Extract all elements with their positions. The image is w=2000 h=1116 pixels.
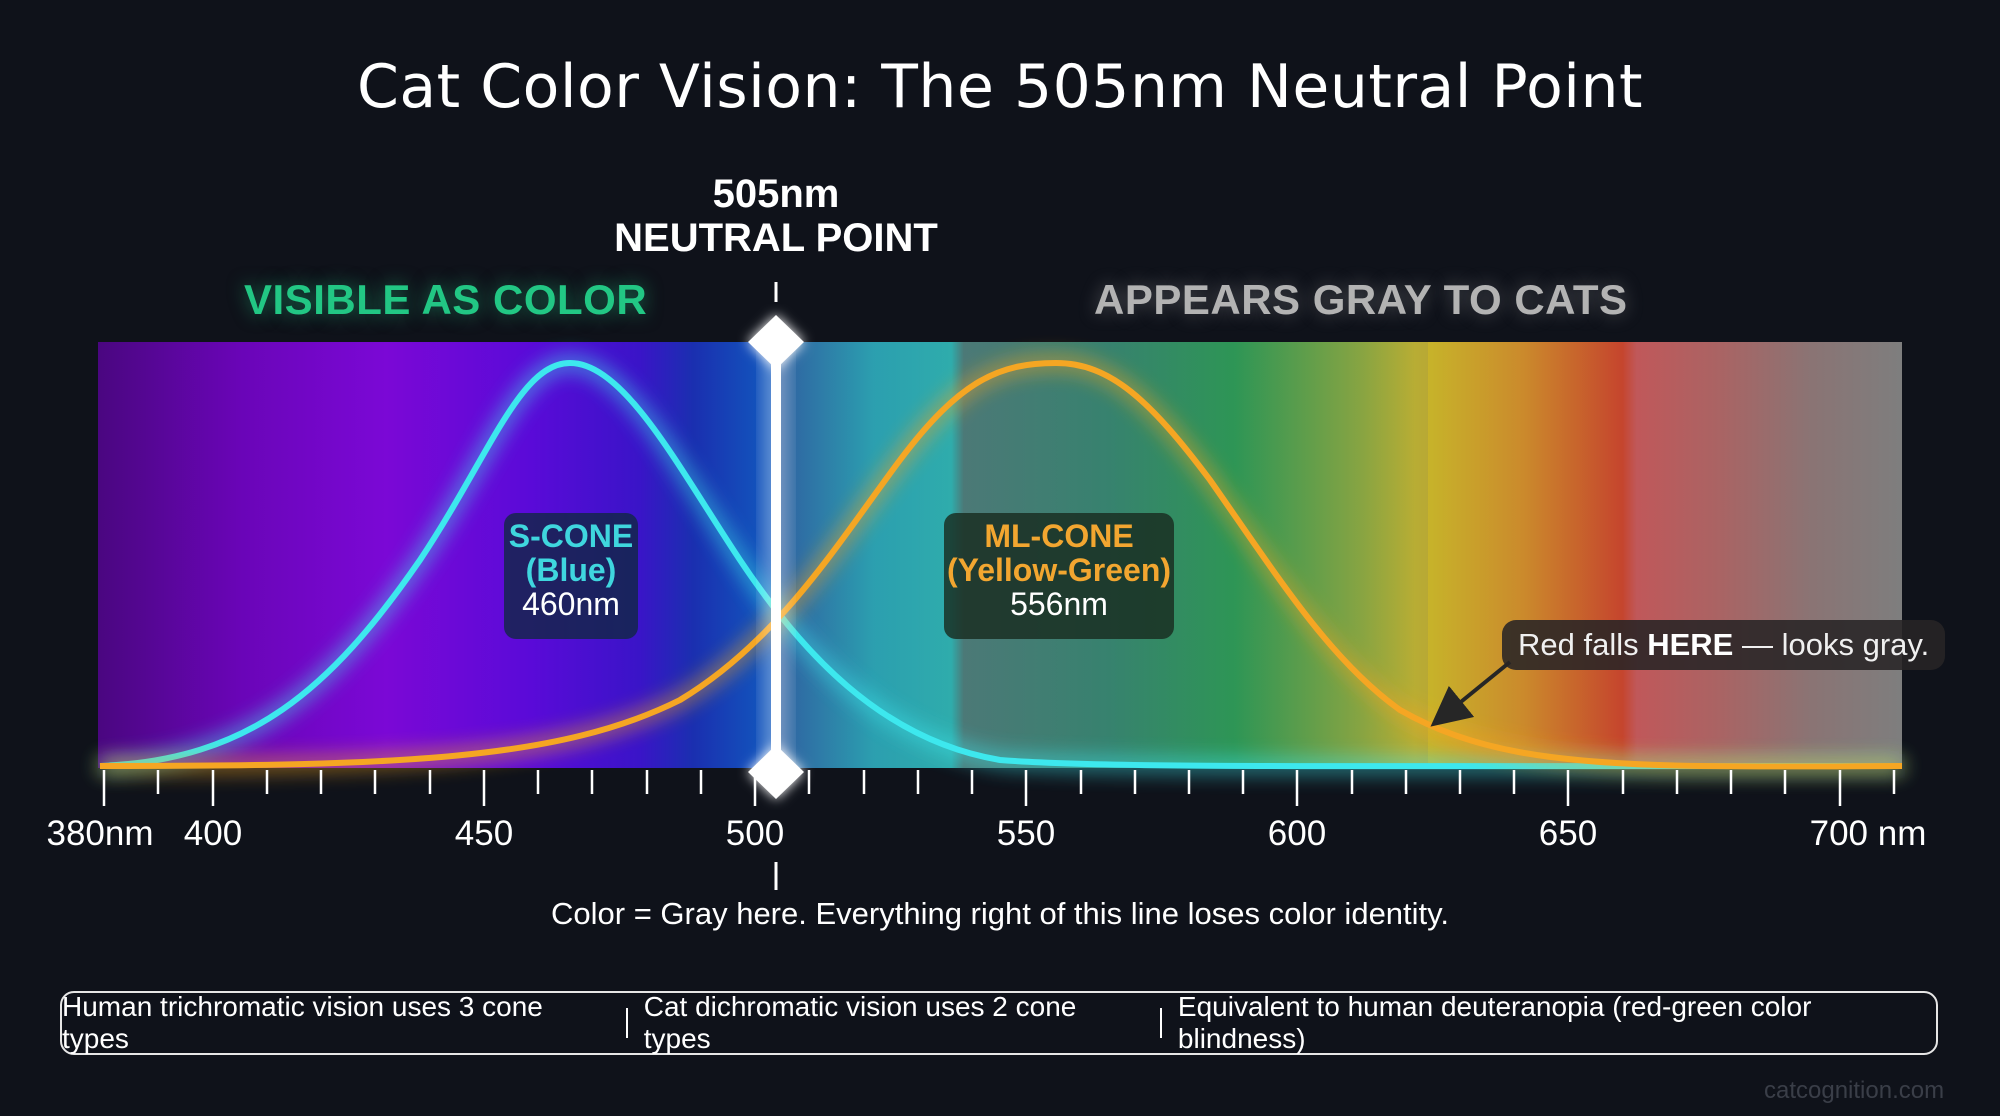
neutral-bottom-diamond [748,745,804,799]
x-tick-label-500: 500 [725,814,785,853]
s-cone-curve [99,359,1903,770]
ml-cone-label-box: ML-CONE (Yellow-Green) 556nm [944,513,1174,639]
callout-prefix: Red falls [1518,627,1648,662]
x-tick-label-550: 550 [996,814,1056,853]
ml-cone-sub: (Yellow-Green) [946,552,1172,588]
s-cone-label-box: S-CONE (Blue) 460nm [504,513,638,639]
red-callout: Red falls HERE — looks gray. [1502,620,1946,670]
x-tick-label-650: 650 [1538,814,1598,853]
visible-as-color-label: VISIBLE AS COLOR [244,276,648,323]
callout-bold: HERE [1647,627,1734,662]
neutral-point-title: NEUTRAL POINT [614,216,938,260]
x-axis-ticks [102,770,1896,806]
neutral-point-note: Color = Gray here. Everything right of t… [551,896,1449,931]
ml-cone-name: ML-CONE [984,518,1134,554]
footer-fact-human: Human trichromatic vision uses 3 cone ty… [62,991,543,1054]
callout-arrow [1430,660,1512,727]
neutral-point-value: 505nm [712,172,840,216]
neutral-top-diamond [748,315,804,369]
neutral-line [771,342,781,772]
s-cone-peak: 460nm [522,586,620,622]
x-tick-label-400: 400 [183,814,243,853]
ml-cone-curve [99,359,1903,770]
callout-suffix: — looks gray. [1733,627,1930,662]
footer-separator [1159,1008,1162,1038]
footer-facts-box: Human trichromatic vision uses 3 cone ty… [60,991,1938,1055]
x-tick-label-380: 380nm [46,814,154,853]
footer-separator [625,1008,628,1038]
chart-title: Cat Color Vision: The 505nm Neutral Poin… [356,52,1644,122]
s-cone-sub: (Blue) [525,552,617,588]
footer-fact-cat: Cat dichromatic vision uses 2 cone types [643,991,1077,1054]
ml-cone-peak: 556nm [1010,586,1108,622]
watermark: catcognition.com [1764,1077,1945,1104]
x-tick-label-450: 450 [454,814,514,853]
x-tick-label-600: 600 [1267,814,1327,853]
appears-gray-label: APPEARS GRAY TO CATS [1094,276,1628,323]
s-cone-name: S-CONE [508,518,634,554]
footer-fact-deuteranopia: Equivalent to human deuteranopia (red-gr… [1177,991,1812,1054]
x-tick-label-700: 700 nm [1809,814,1927,853]
